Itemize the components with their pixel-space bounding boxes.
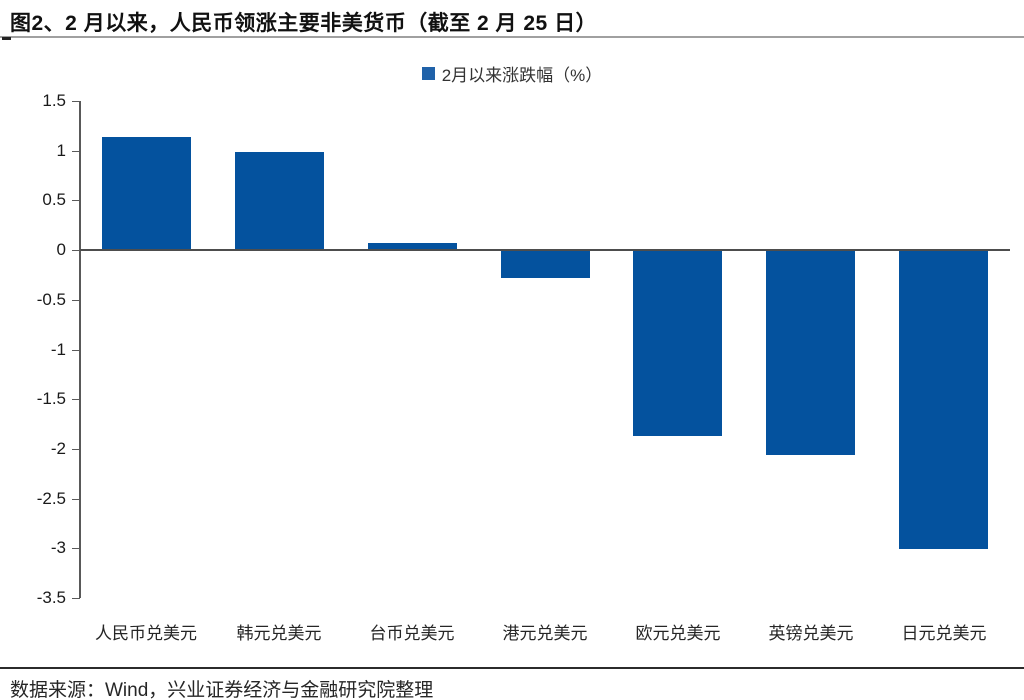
y-tick-label: -3.5 — [36, 588, 66, 607]
y-axis-tick — [72, 250, 80, 251]
y-tick-label: 1.5 — [42, 91, 66, 110]
bar — [501, 250, 590, 278]
title-divider — [0, 36, 1024, 40]
y-tick-label: 1 — [56, 141, 66, 160]
x-category-label: 韩元兑美元 — [236, 624, 322, 643]
bar — [235, 152, 324, 250]
bar — [766, 250, 855, 455]
x-category-label: 人民币兑美元 — [95, 624, 197, 643]
y-axis-tick — [72, 548, 80, 549]
footer-divider — [0, 667, 1024, 669]
y-axis-tick — [72, 350, 80, 351]
figure-title: 图2、2 月以来，人民币领涨主要非美货币（截至 2 月 25 日） — [10, 12, 598, 35]
y-axis-tick — [72, 449, 80, 450]
x-axis-zero-line — [80, 249, 1010, 251]
bar — [368, 243, 457, 250]
x-category-label: 台币兑美元 — [369, 624, 455, 643]
y-axis-tick — [72, 200, 80, 201]
y-tick-label: -2.5 — [36, 489, 66, 508]
data-source: 数据来源：Wind，兴业证券经济与金融研究院整理 — [10, 680, 434, 700]
bar — [899, 250, 988, 549]
chart-legend: 2月以来涨跌幅（%） — [0, 61, 1024, 86]
y-tick-label: -0.5 — [36, 290, 66, 309]
y-tick-label: -1.5 — [36, 389, 66, 408]
bar — [102, 137, 191, 250]
x-category-label: 英镑兑美元 — [768, 624, 854, 643]
y-axis — [79, 101, 81, 598]
y-axis-tick — [72, 300, 80, 301]
title-divider-accent — [2, 37, 11, 40]
y-tick-label: -3 — [50, 538, 66, 557]
y-tick-label: 0 — [56, 240, 66, 259]
y-axis-tick — [72, 399, 80, 400]
bar — [633, 250, 722, 436]
y-axis-tick — [72, 101, 80, 102]
legend-marker-icon — [421, 67, 435, 80]
y-tick-label: -2 — [50, 439, 66, 458]
legend-label: 2月以来涨跌幅（%） — [441, 66, 603, 85]
x-category-label: 日元兑美元 — [901, 624, 987, 643]
x-category-label: 港元兑美元 — [502, 624, 588, 643]
y-tick-label: 0.5 — [42, 190, 66, 209]
y-axis-tick — [72, 151, 80, 152]
y-axis-tick — [72, 598, 80, 599]
x-category-label: 欧元兑美元 — [635, 624, 721, 643]
y-axis-tick — [72, 499, 80, 500]
y-tick-label: -1 — [50, 340, 66, 359]
